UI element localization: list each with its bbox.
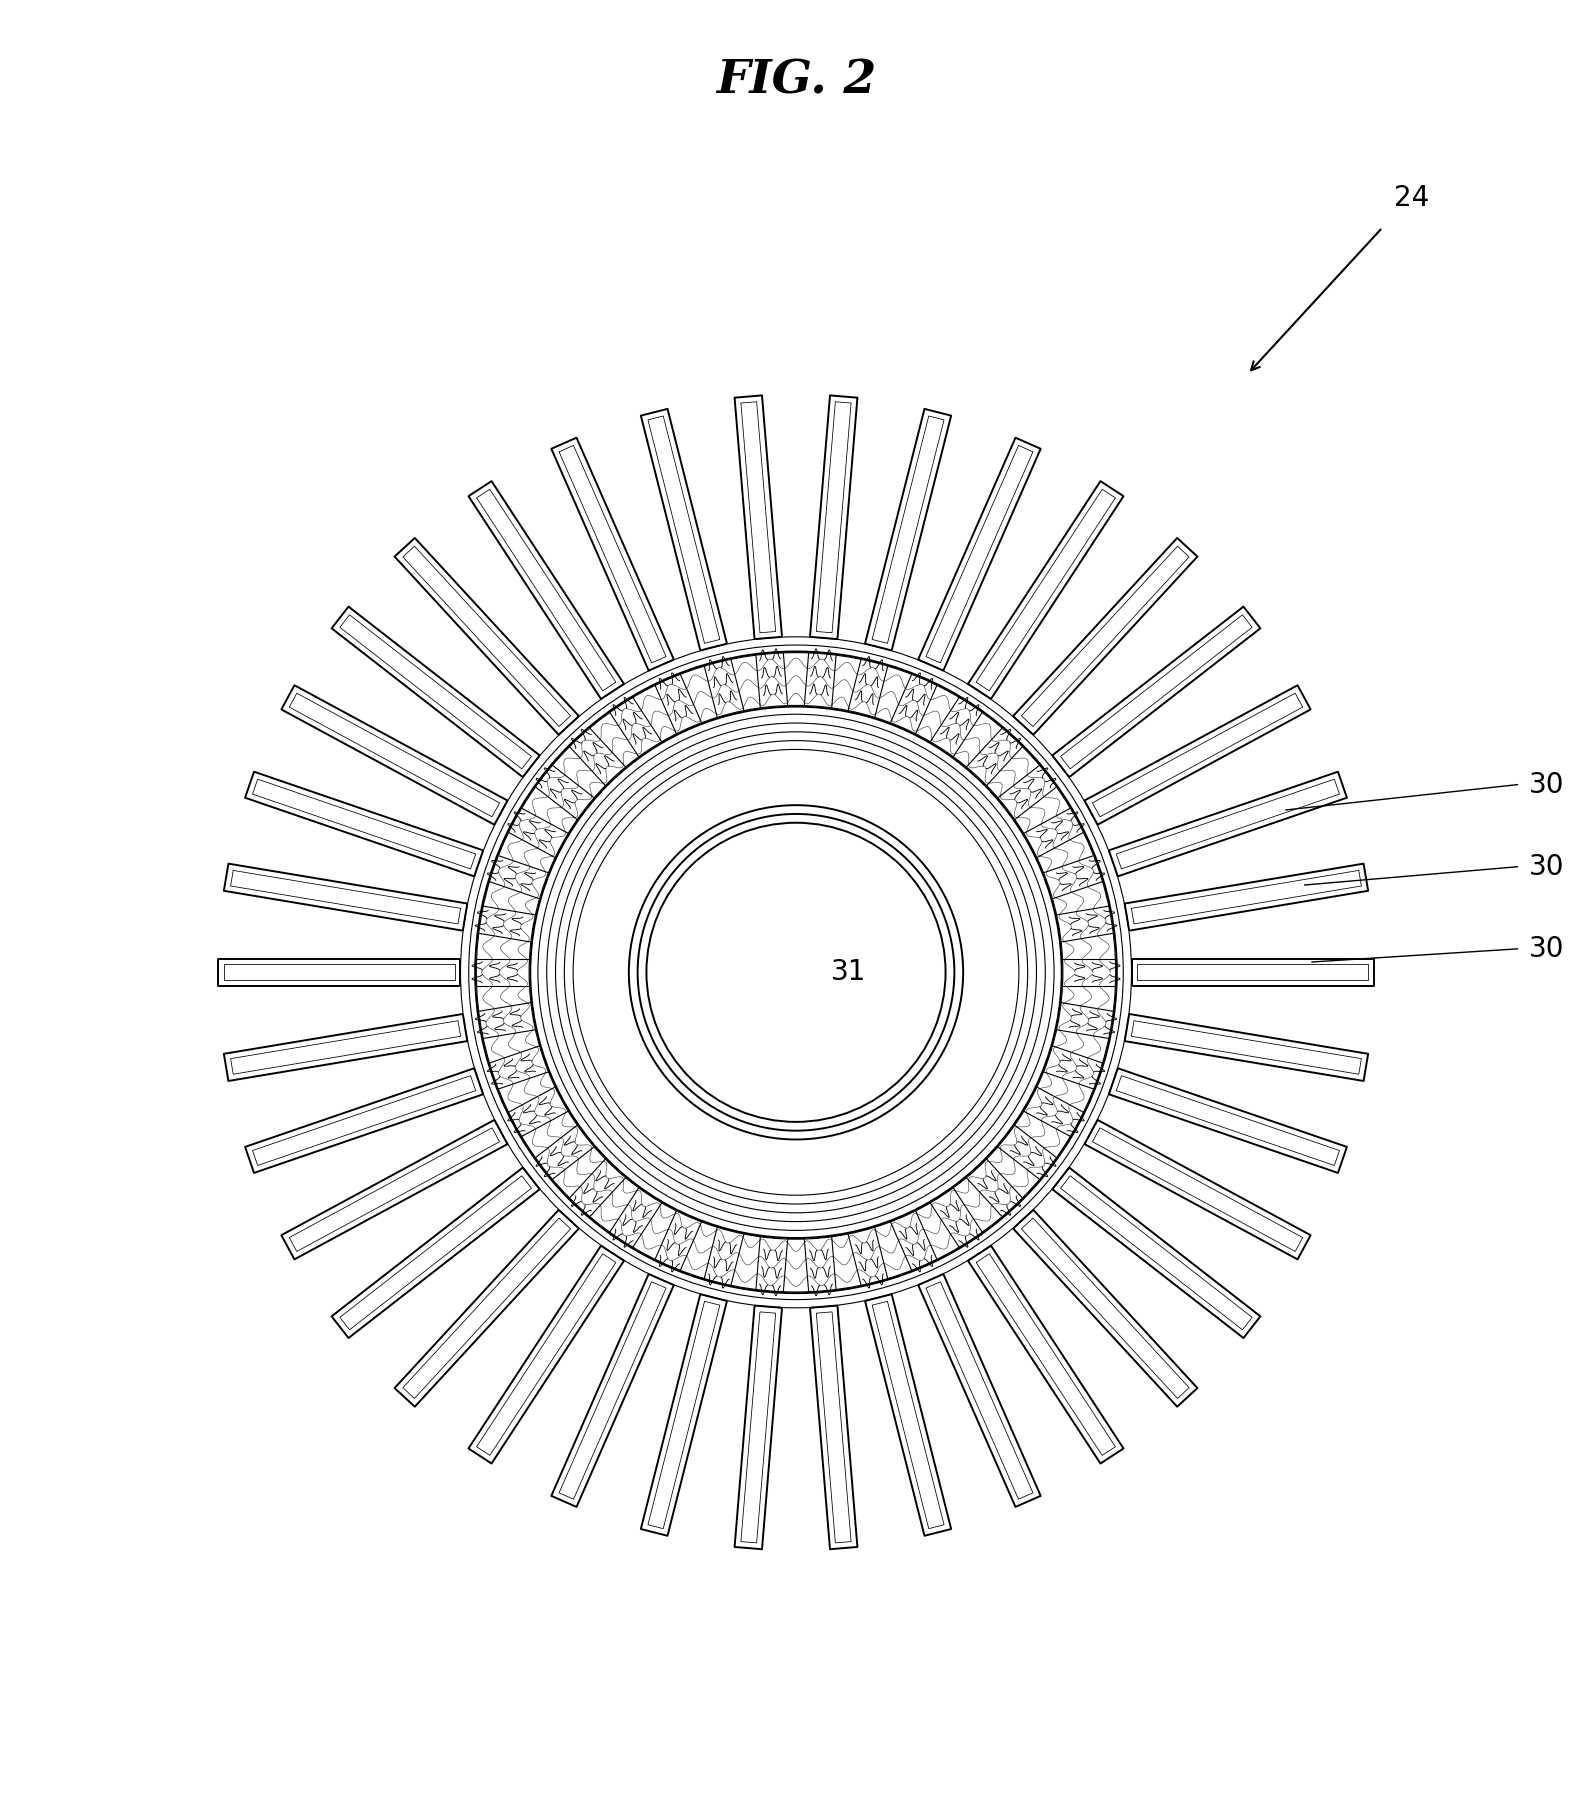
Text: FIG. 2: FIG. 2 [716,58,876,104]
Text: 30: 30 [1530,935,1565,964]
Text: 30: 30 [1530,771,1565,798]
Text: 24: 24 [1395,183,1430,212]
Text: 31: 31 [831,958,866,987]
Text: 30: 30 [1530,852,1565,881]
